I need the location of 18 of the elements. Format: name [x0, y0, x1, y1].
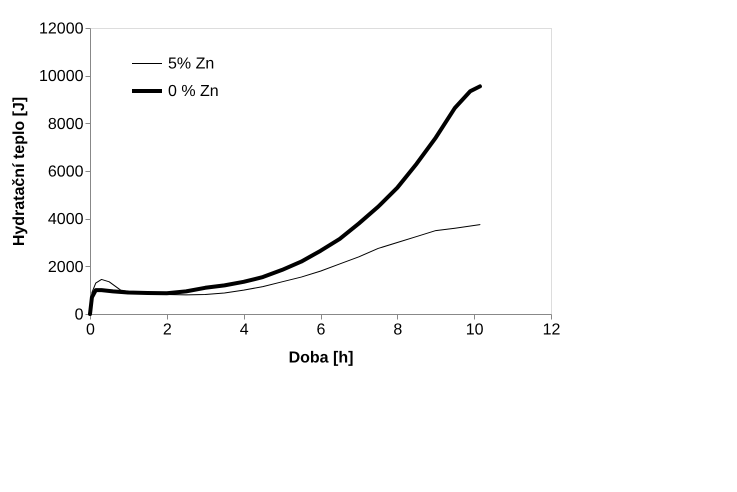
y-tick-label: 8000 [48, 116, 84, 133]
x-axis-title: Doba [h] [288, 350, 354, 366]
y-tick-label: 0 [74, 306, 84, 324]
y-tick-label: 2000 [48, 258, 84, 276]
y-tick-label: 12000 [39, 20, 84, 38]
x-tick-label: 4 [240, 322, 249, 338]
legend-label: 5% Zn [168, 56, 214, 72]
legend-label: 0 % Zn [168, 83, 219, 100]
x-tick-label: 10 [466, 322, 484, 338]
x-tick-label: 12 [542, 322, 560, 338]
x-tick-label: 2 [162, 322, 172, 338]
x-tick-label: 0 [86, 322, 96, 338]
x-tick-label: 6 [316, 322, 326, 338]
y-axis-title: Hydratační teplo [J] [11, 96, 28, 246]
y-tick-label: 4000 [48, 211, 84, 228]
y-tick-label: 10000 [39, 68, 84, 86]
x-tick-label: 8 [393, 322, 402, 338]
y-tick-label: 6000 [48, 164, 84, 180]
